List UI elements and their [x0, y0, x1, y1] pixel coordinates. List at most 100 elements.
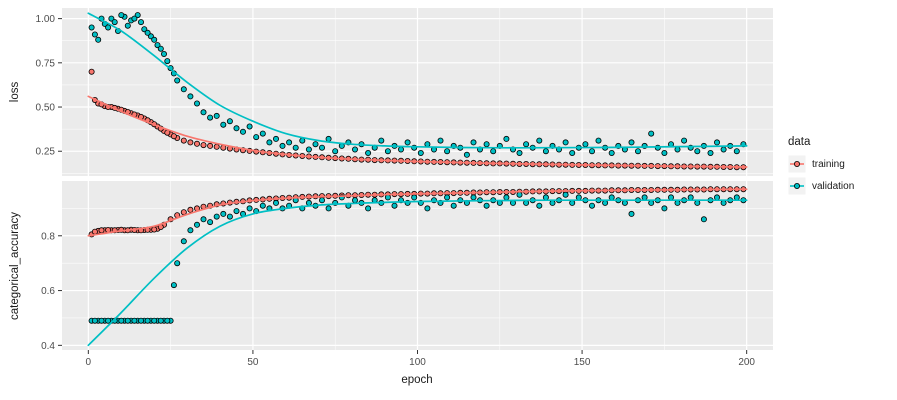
data-point-validation — [233, 208, 240, 215]
data-point-training — [98, 227, 105, 234]
legend: data training validation — [788, 136, 854, 199]
data-point-validation — [164, 317, 171, 324]
data-point-validation — [164, 58, 171, 65]
data-point-validation — [470, 139, 477, 146]
data-point-validation — [503, 194, 510, 201]
data-point-validation — [220, 121, 227, 128]
data-point-validation — [378, 137, 385, 144]
data-point-validation — [325, 135, 332, 142]
data-point-validation — [239, 128, 246, 135]
data-point-validation — [226, 213, 233, 220]
data-point-validation — [424, 141, 431, 148]
data-point-training — [170, 133, 177, 140]
data-point-validation — [463, 151, 470, 158]
data-point-validation — [536, 202, 543, 209]
data-point-validation — [714, 194, 721, 201]
data-point-validation — [700, 216, 707, 223]
data-point-validation — [88, 24, 95, 31]
data-point-validation — [444, 148, 451, 155]
data-point-validation — [98, 317, 105, 324]
data-point-validation — [714, 139, 721, 146]
data-point-validation — [137, 19, 144, 26]
data-point-validation — [635, 148, 642, 155]
data-point-validation — [384, 194, 391, 201]
data-point-validation — [141, 26, 148, 33]
data-point-validation — [312, 141, 319, 148]
data-point-training — [200, 142, 207, 149]
y-tick-label: 0.4 — [41, 341, 55, 352]
data-point-validation — [562, 139, 569, 146]
data-point-validation — [193, 100, 200, 107]
data-point-validation — [516, 191, 523, 198]
data-point-validation — [582, 141, 589, 148]
data-point-validation — [397, 146, 404, 153]
data-point-validation — [105, 24, 112, 31]
legend-label-training: training — [812, 158, 845, 170]
data-point-validation — [124, 22, 131, 29]
data-point-validation — [589, 148, 596, 155]
data-point-validation — [411, 194, 418, 201]
data-point-validation — [351, 197, 358, 204]
data-point-validation — [720, 199, 727, 206]
data-point-validation — [674, 146, 681, 153]
data-point-validation — [417, 149, 424, 156]
data-point-validation — [318, 144, 325, 151]
y-tick-label: 0.8 — [41, 231, 55, 242]
data-point-validation — [91, 317, 98, 324]
x-axis-title: epoch — [401, 374, 433, 386]
data-point-validation — [444, 194, 451, 201]
data-point-validation — [720, 146, 727, 153]
y-axis-title-categorical-accuracy: categorical_accuracy — [9, 211, 21, 321]
x-tick-label: 150 — [574, 357, 591, 368]
data-point-validation — [542, 148, 549, 155]
data-point-validation — [174, 260, 181, 267]
data-point-validation — [233, 125, 240, 132]
data-point-validation — [246, 123, 253, 130]
data-point-validation — [279, 142, 286, 149]
data-point-validation — [470, 194, 477, 201]
data-point-validation — [200, 109, 207, 116]
data-point-training — [151, 226, 158, 233]
data-point-validation — [187, 93, 194, 100]
smooth-line-training — [87, 188, 748, 237]
data-point-validation — [131, 317, 138, 324]
data-point-validation — [157, 317, 164, 324]
data-point-validation — [674, 199, 681, 206]
data-point-validation — [483, 202, 490, 209]
data-point-validation — [144, 317, 151, 324]
data-point-validation — [641, 194, 648, 201]
data-point-validation — [180, 86, 187, 93]
data-point-validation — [91, 31, 98, 38]
data-point-validation — [483, 141, 490, 148]
data-point-validation — [305, 146, 312, 153]
data-point-validation — [694, 199, 701, 206]
data-point-training — [91, 228, 98, 235]
data-point-validation — [608, 194, 615, 201]
y-tick-label: 0.50 — [36, 103, 56, 114]
data-point-validation — [137, 317, 144, 324]
data-point-validation — [733, 148, 740, 155]
data-point-validation — [213, 213, 220, 220]
data-point-validation — [151, 317, 158, 324]
data-point-validation — [391, 202, 398, 209]
data-point-validation — [687, 194, 694, 201]
data-point-validation — [174, 77, 181, 84]
data-point-validation — [259, 202, 266, 209]
data-point-validation — [124, 317, 131, 324]
data-point-validation — [536, 137, 543, 144]
data-point-validation — [325, 205, 332, 212]
data-point-validation — [207, 219, 214, 226]
legend-label-validation: validation — [812, 180, 855, 192]
data-point-validation — [450, 202, 457, 209]
data-point-validation — [318, 197, 325, 204]
data-point-validation — [272, 135, 279, 142]
data-point-validation — [365, 205, 372, 212]
data-point-training — [207, 142, 214, 149]
data-point-validation — [207, 114, 214, 121]
data-point-validation — [157, 45, 164, 52]
data-point-training — [187, 206, 194, 213]
data-point-validation — [151, 36, 158, 43]
data-point-validation — [286, 139, 293, 146]
data-point-validation — [351, 146, 358, 153]
data-point-validation — [668, 194, 675, 201]
